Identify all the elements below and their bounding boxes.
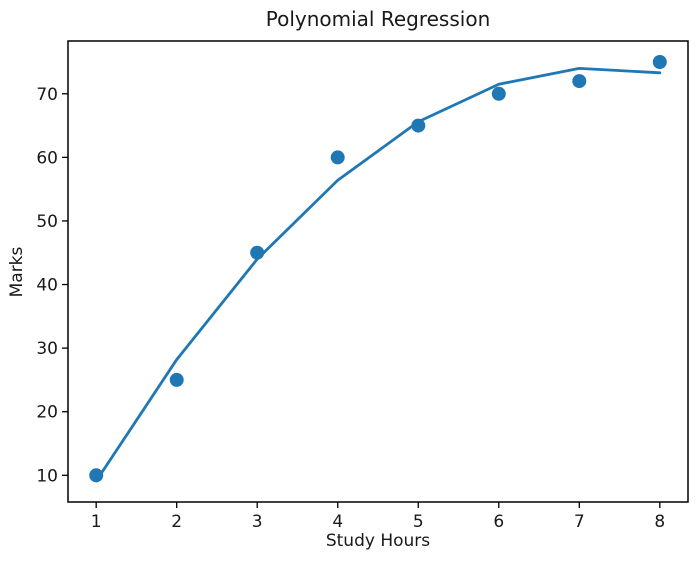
y-axis-label: Marks [7,246,27,298]
data-point [169,372,184,387]
y-tick-label: 60 [36,148,58,168]
data-point [89,468,104,483]
y-tick-label: 40 [36,276,58,296]
chart-title: Polynomial Regression [265,7,491,31]
data-point [411,118,426,133]
x-tick-label: 1 [91,512,102,532]
x-tick-label: 7 [574,512,585,532]
x-axis-label: Study Hours [325,531,431,551]
y-tick-label: 50 [36,212,58,232]
x-tick-label: 6 [493,512,504,532]
data-point [491,86,506,101]
y-tick-label: 30 [36,339,58,359]
x-tick-label: 2 [171,512,182,532]
data-point [330,150,345,165]
x-tick-label: 3 [252,512,263,532]
y-tick-label: 70 [36,85,58,105]
regression-line [94,66,662,483]
data-point [250,245,265,260]
x-tick-label: 5 [413,512,424,532]
y-tick-label: 20 [36,403,58,423]
data-point [652,55,667,69]
plot-border [67,40,689,503]
x-tick-label: 4 [332,512,343,532]
x-tick-label: 8 [654,512,665,532]
data-point [572,74,587,89]
y-tick-label: 10 [36,466,58,486]
